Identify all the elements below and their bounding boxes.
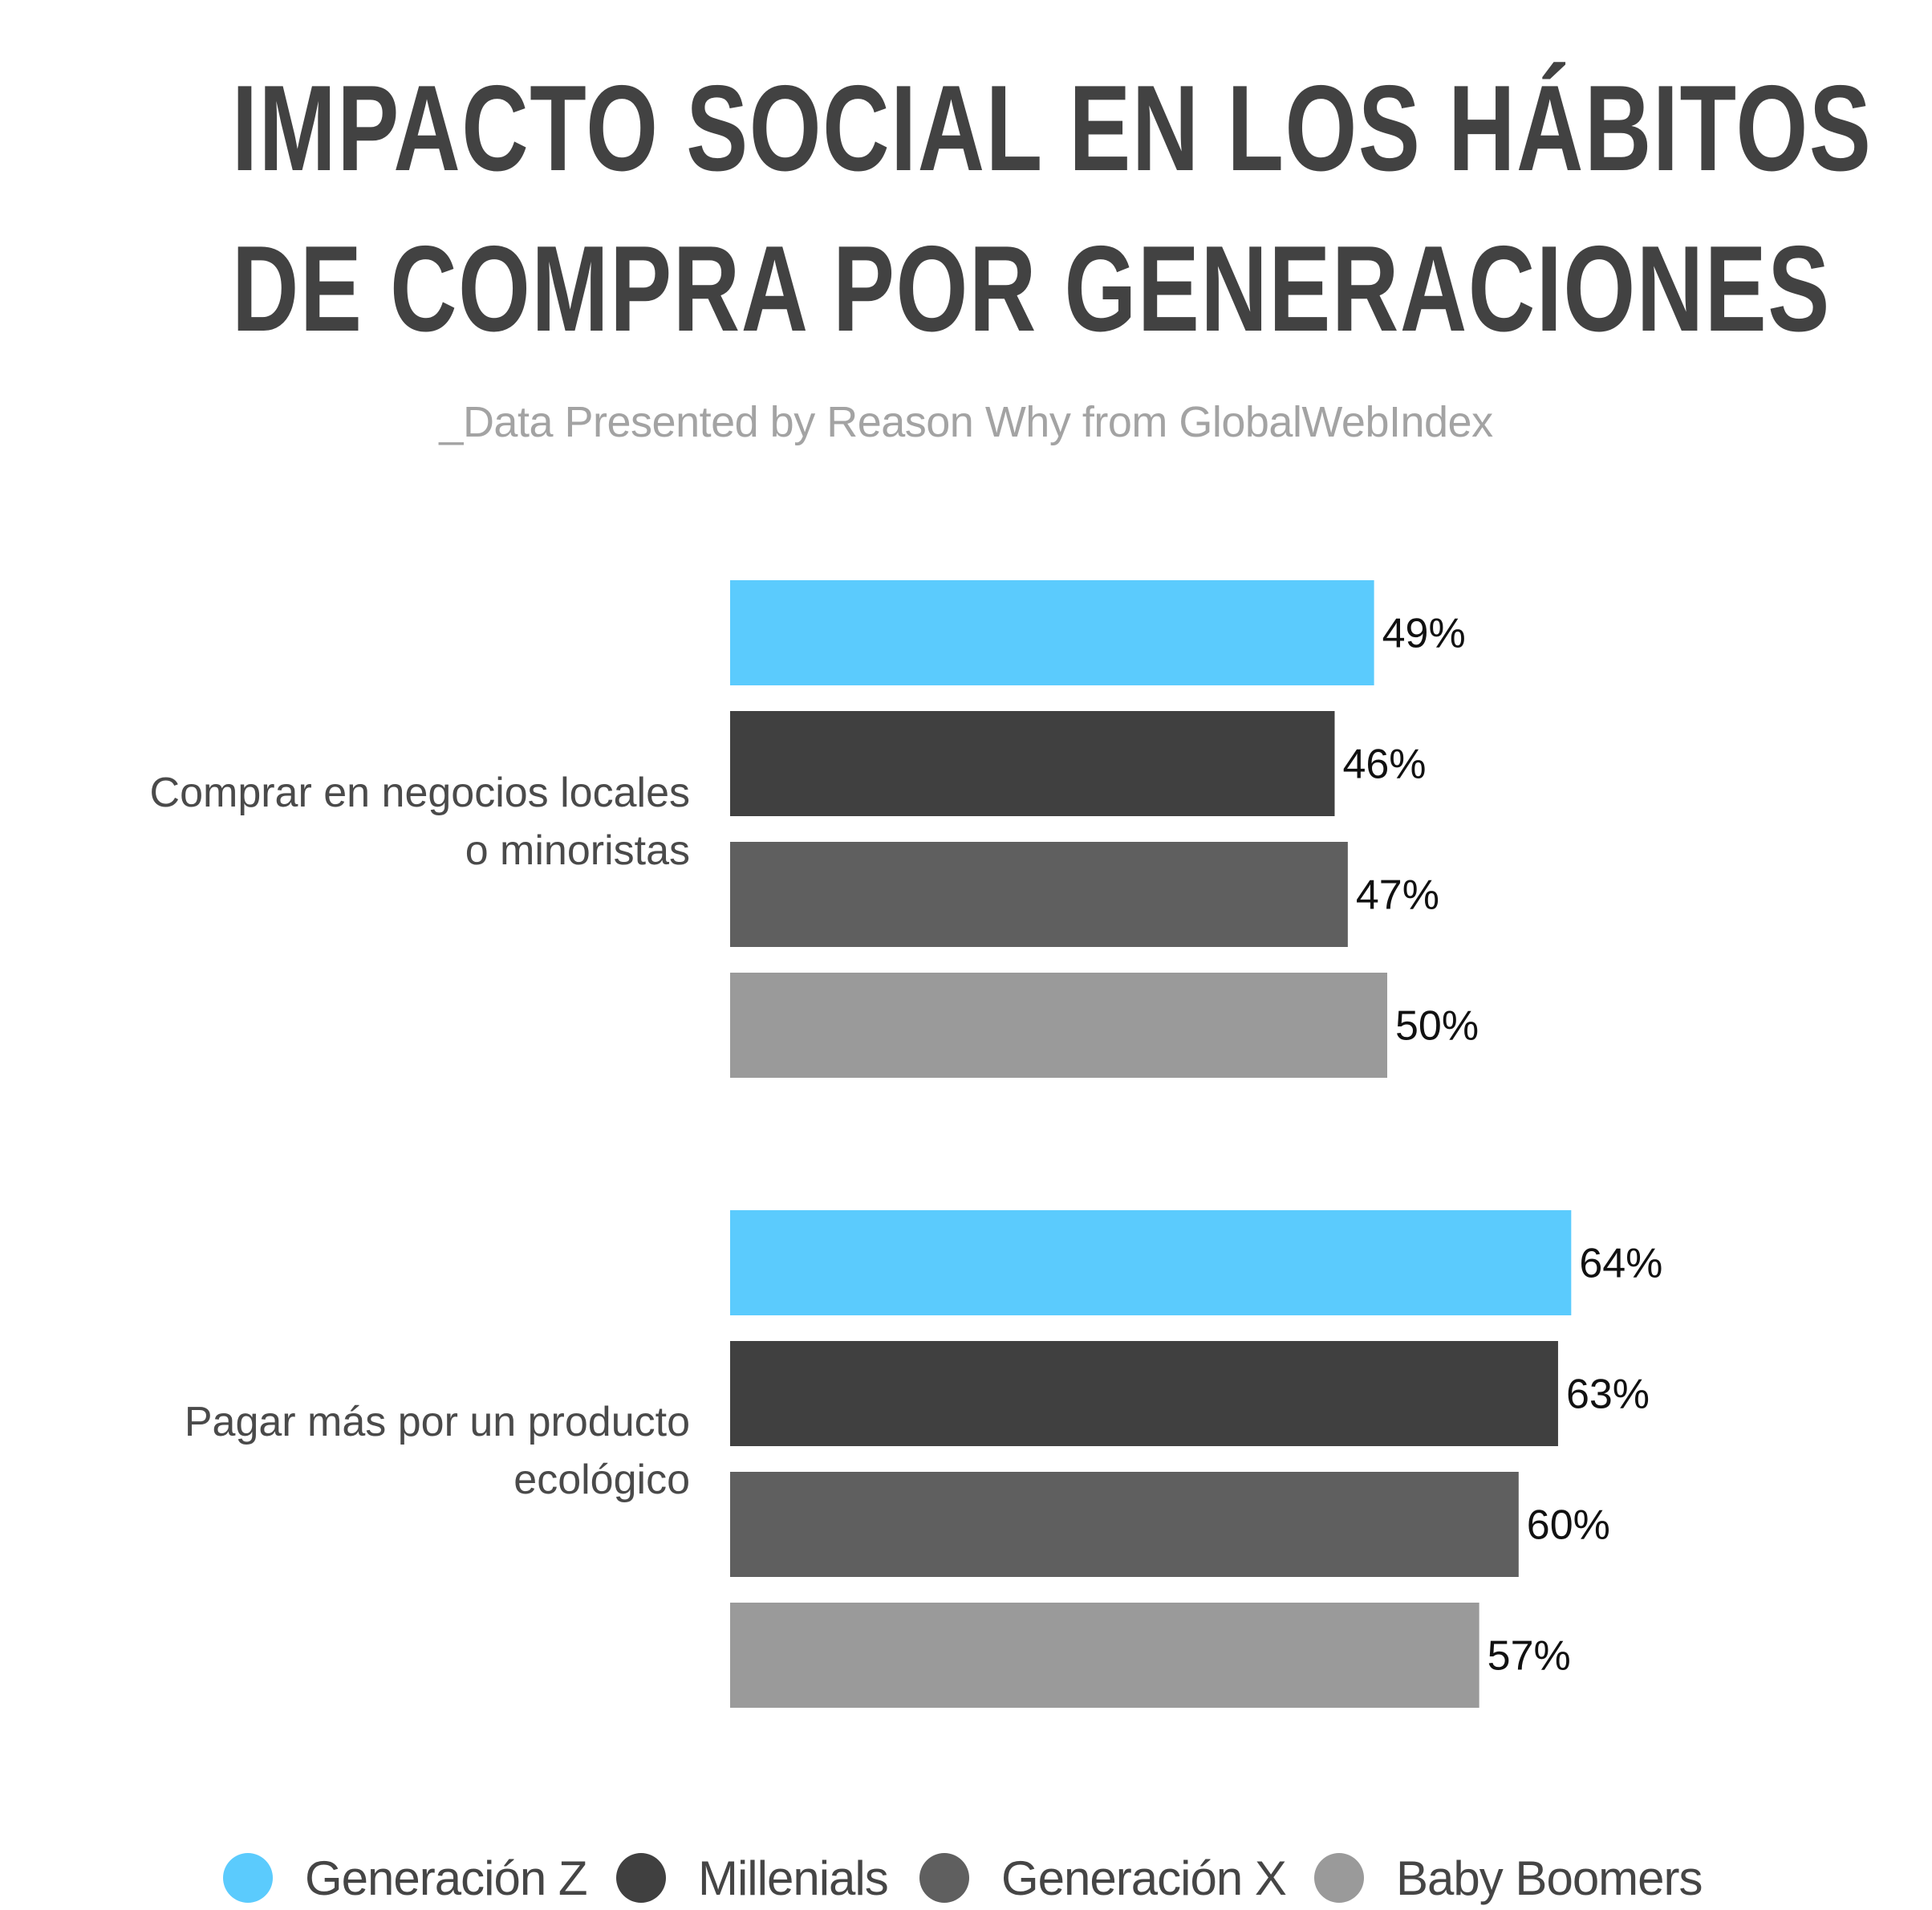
bar-baby-boomers-cat-0: [730, 973, 1387, 1078]
chart-title-line-2: DE COMPRA POR GENERACIONES: [231, 221, 1831, 357]
category-label-0: Comprar en negocios locales o minoristas: [80, 764, 690, 880]
legend: Generación Z Millenials Generación X Bab…: [0, 1846, 1932, 1910]
category-label-1-line-1: Pagar más por un producto: [184, 1399, 690, 1445]
bar-generacion-z-cat-0: [730, 580, 1374, 685]
legend-item-baby-boomers: Baby Boomers: [1314, 1846, 1703, 1910]
data-label-baby-boomers-cat-1: 57%: [1488, 1633, 1571, 1680]
data-label-generacion-x-cat-1: 60%: [1527, 1502, 1610, 1549]
data-label-generacion-z-cat-0: 49%: [1382, 611, 1466, 657]
chart-title: IMPACTO SOCIAL EN LOS HÁBITOS DE COMPRA …: [231, 48, 1873, 369]
category-label-1: Pagar más por un producto ecológico: [80, 1393, 690, 1509]
legend-label-generacion-x: Generación X: [1001, 1851, 1287, 1905]
legend-swatch-millenials: [616, 1853, 666, 1903]
data-label-generacion-z-cat-1: 64%: [1579, 1241, 1662, 1287]
chart-title-line-1: IMPACTO SOCIAL EN LOS HÁBITOS: [231, 60, 1873, 197]
data-label-millenials-cat-0: 46%: [1342, 742, 1426, 788]
legend-swatch-generacion-z: [223, 1853, 273, 1903]
legend-item-millenials: Millenials: [616, 1846, 889, 1910]
bar-generacion-x-cat-0: [730, 842, 1348, 947]
bar-generacion-x-cat-1: [730, 1472, 1519, 1577]
bar-generacion-z-cat-1: [730, 1210, 1572, 1315]
data-label-generacion-x-cat-0: 47%: [1356, 872, 1439, 919]
legend-swatch-baby-boomers: [1314, 1853, 1364, 1903]
category-label-0-line-1: Comprar en negocios locales: [149, 770, 690, 816]
legend-item-generacion-x: Generación X: [919, 1846, 1287, 1910]
legend-item-generacion-z: Generación Z: [223, 1846, 588, 1910]
legend-label-generacion-z: Generación Z: [305, 1851, 588, 1905]
legend-label-baby-boomers: Baby Boomers: [1396, 1851, 1703, 1905]
bar-millenials-cat-0: [730, 711, 1335, 816]
bar-baby-boomers-cat-1: [730, 1603, 1479, 1708]
data-label-millenials-cat-1: 63%: [1566, 1372, 1650, 1418]
category-label-0-line-2: o minoristas: [465, 827, 690, 874]
chart-subtitle: _Data Presented by Reason Why from Globa…: [439, 398, 1493, 446]
legend-label-millenials: Millenials: [698, 1851, 889, 1905]
category-label-1-line-2: ecológico: [513, 1457, 690, 1503]
data-label-baby-boomers-cat-0: 50%: [1395, 1003, 1479, 1050]
bar-millenials-cat-1: [730, 1341, 1558, 1446]
legend-swatch-generacion-x: [919, 1853, 969, 1903]
